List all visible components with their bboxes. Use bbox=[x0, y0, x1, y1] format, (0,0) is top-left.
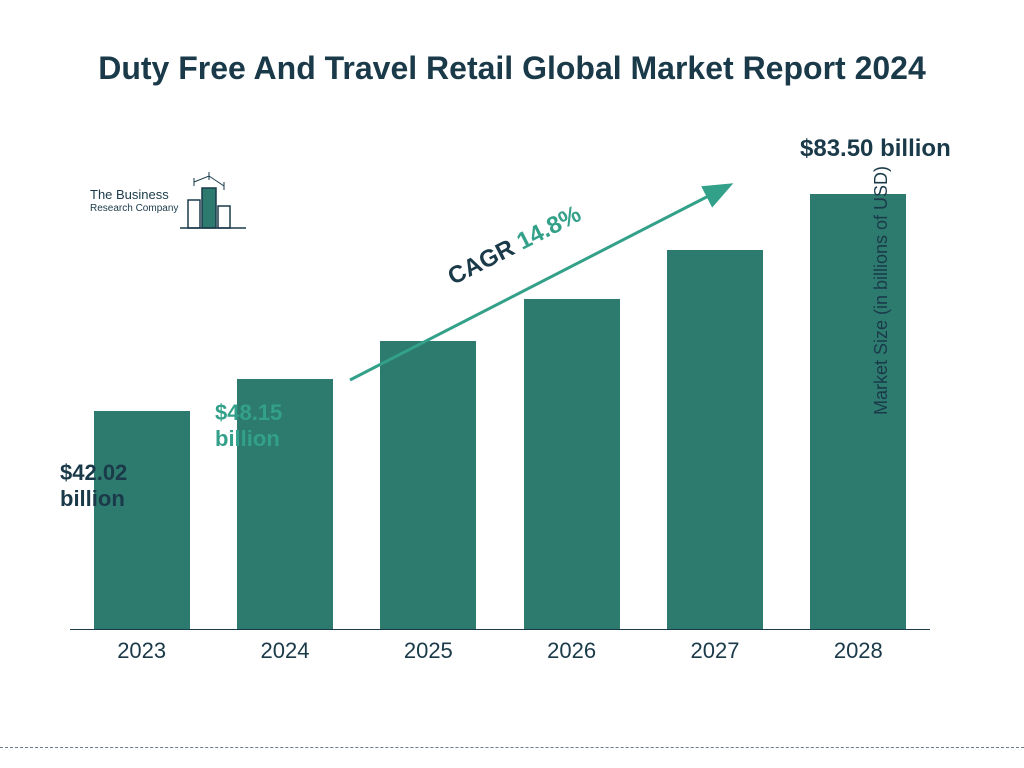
bar-slot-2025: 2025 bbox=[357, 160, 500, 630]
bar-container: 202320242025202620272028 bbox=[70, 160, 930, 630]
x-tick-2023: 2023 bbox=[70, 638, 213, 664]
bar-2023 bbox=[94, 411, 190, 630]
x-tick-2025: 2025 bbox=[357, 638, 500, 664]
value-label-0: $42.02billion bbox=[60, 460, 127, 513]
bar-slot-2024: 2024 bbox=[213, 160, 356, 630]
chart-title: Duty Free And Travel Retail Global Marke… bbox=[0, 48, 1024, 90]
x-axis-line bbox=[70, 629, 930, 630]
bar-slot-2027: 2027 bbox=[643, 160, 786, 630]
x-tick-2026: 2026 bbox=[500, 638, 643, 664]
bar-2027 bbox=[667, 250, 763, 630]
value-label-1: $48.15billion bbox=[215, 400, 282, 453]
x-tick-2027: 2027 bbox=[643, 638, 786, 664]
bar-slot-2028: 2028 bbox=[787, 160, 930, 630]
value-label-2: $83.50 billion bbox=[800, 135, 951, 164]
x-tick-2028: 2028 bbox=[787, 638, 930, 664]
y-axis-label: Market Size (in billions of USD) bbox=[871, 166, 892, 415]
bar-2025 bbox=[380, 341, 476, 630]
bar-slot-2023: 2023 bbox=[70, 160, 213, 630]
footer-divider bbox=[0, 747, 1024, 748]
bar-2026 bbox=[524, 299, 620, 630]
x-tick-2024: 2024 bbox=[213, 638, 356, 664]
